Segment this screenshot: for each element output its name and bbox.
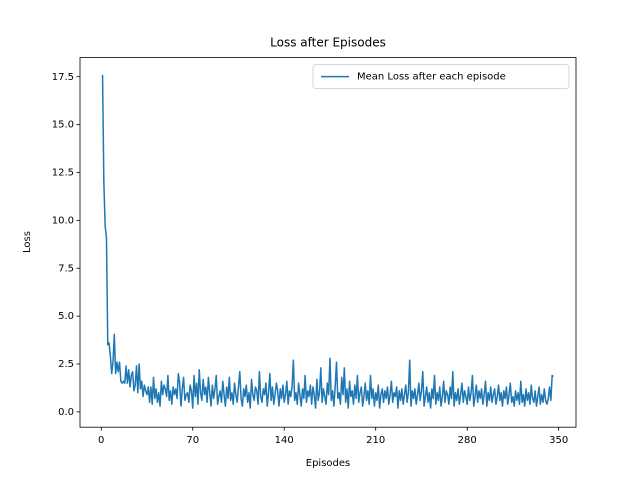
y-tick-label: 0.0 [58, 407, 74, 418]
y-axis-label: Loss [22, 231, 33, 253]
data-line [101, 74, 554, 409]
y-tick-label: 15.0 [52, 120, 74, 131]
legend-box [312, 64, 570, 89]
x-tick-label: 350 [549, 435, 568, 446]
y-tick-label: 10.0 [52, 215, 74, 226]
x-tick-label: 280 [458, 435, 477, 446]
chart-title: Loss after Episodes [270, 36, 386, 50]
x-axis-label: Episodes [306, 458, 350, 469]
y-tick-label: 2.5 [58, 359, 74, 370]
x-tick-label: 140 [275, 435, 294, 446]
legend-label: Mean Loss after each episode [357, 72, 506, 83]
x-tick-label: 0 [98, 435, 104, 446]
y-tick-label: 12.5 [52, 168, 74, 179]
x-tick-label: 210 [366, 435, 385, 446]
y-tick-label: 7.5 [58, 263, 74, 274]
x-tick-label: 70 [186, 435, 199, 446]
y-tick-label: 17.5 [52, 72, 74, 83]
plot-frame [79, 57, 577, 428]
y-tick-label: 5.0 [58, 311, 74, 322]
